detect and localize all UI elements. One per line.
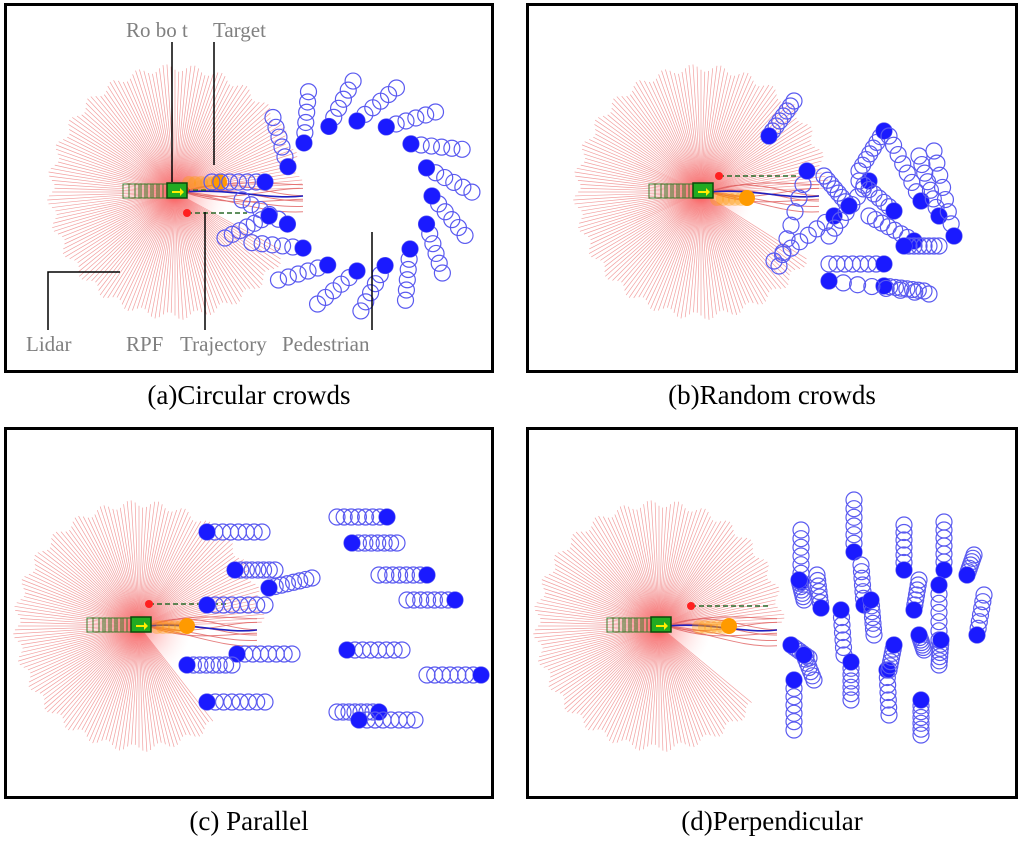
pedestrian [423, 187, 474, 245]
scene-perpendicular [533, 491, 993, 752]
pedestrian [320, 72, 362, 136]
pedestrian [832, 601, 853, 664]
lidar-label: Lidar [26, 332, 72, 356]
pedestrian [418, 666, 490, 684]
pedestrian [820, 272, 938, 303]
pedestrian [216, 207, 278, 247]
pedestrian [198, 693, 274, 711]
pedestrian [968, 586, 993, 644]
pedestrian [850, 172, 903, 220]
pedestrian [198, 523, 271, 541]
pedestrian [295, 83, 318, 152]
pedestrian [370, 566, 436, 584]
pedestrian [905, 571, 928, 619]
pedestrian [417, 215, 451, 282]
pedestrian [910, 147, 948, 225]
pedestrian [402, 135, 471, 158]
robot [648, 182, 714, 199]
caption-perpendicular: (d)Perpendicular [681, 806, 863, 836]
rpf-label: RPF [126, 332, 164, 356]
pedestrian [930, 576, 948, 649]
trajectories [708, 182, 820, 213]
pedestrian [398, 591, 464, 609]
pedestrian [260, 569, 321, 597]
pedestrian [396, 240, 419, 309]
trajectory-label: Trajectory [180, 332, 267, 356]
pedestrian [790, 571, 813, 609]
pedestrian [895, 237, 948, 255]
pedestrian [880, 127, 930, 210]
trajectories [182, 182, 304, 213]
pedestrian [350, 711, 424, 729]
pedestrian [925, 142, 963, 245]
caption-circular: (a)Circular crowds [147, 380, 351, 410]
caption-parallel: (c) Parallel [189, 806, 309, 836]
pedestrian [912, 691, 930, 744]
panel-perpendicular [526, 427, 1018, 799]
target-marker [692, 618, 737, 634]
pedestrian [198, 596, 274, 614]
pedestrian [308, 262, 366, 313]
scene-random [573, 64, 963, 320]
panel-random [526, 3, 1018, 373]
robot [122, 182, 188, 199]
trajectories [666, 616, 778, 647]
pedestrian [815, 167, 858, 215]
pedestrian [269, 256, 337, 289]
pedestrian [352, 256, 394, 320]
pedestrian [875, 277, 933, 300]
pedestrian [895, 516, 913, 579]
robot [606, 616, 672, 633]
pedestrian-label: Pedestrian [282, 332, 370, 356]
target-label: Target [213, 18, 266, 42]
pedestrian [820, 255, 893, 273]
scene-parallel [13, 500, 490, 752]
pedestrian [328, 508, 396, 526]
pedestrian [203, 173, 274, 191]
caption-random: (b)Random crowds [668, 380, 876, 410]
pedestrian [878, 661, 898, 724]
robot [86, 616, 152, 633]
pedestrian [880, 636, 903, 679]
pedestrian [264, 108, 297, 176]
panel-circular [4, 3, 494, 373]
panel-parallel [4, 427, 494, 799]
pedestrian [842, 653, 860, 709]
pedestrian [958, 546, 983, 584]
rpf-points [687, 602, 771, 610]
pedestrian [862, 591, 883, 644]
pedestrian [785, 671, 803, 739]
rpf-points [715, 172, 799, 180]
target-marker [150, 618, 195, 634]
pedestrian [226, 561, 284, 579]
pedestrian [850, 122, 893, 180]
pedestrian [910, 626, 933, 659]
pedestrian [930, 631, 950, 674]
target-marker [710, 190, 755, 206]
robot-label: Ro bo t [126, 18, 188, 42]
pedestrian [343, 534, 406, 552]
pedestrian [795, 646, 823, 689]
pedestrian [377, 103, 445, 136]
pedestrian [243, 234, 312, 257]
pedestrian [935, 513, 953, 579]
pedestrian [417, 159, 481, 201]
pedestrian [228, 645, 301, 663]
pedestrian [338, 641, 411, 659]
pedestrian [808, 566, 830, 617]
pedestrian [845, 491, 863, 561]
pedestrian [348, 79, 406, 130]
pedestrian [760, 92, 803, 145]
pedestrian [770, 162, 816, 275]
pedestrian [178, 656, 241, 674]
scene-circular [47, 64, 481, 320]
